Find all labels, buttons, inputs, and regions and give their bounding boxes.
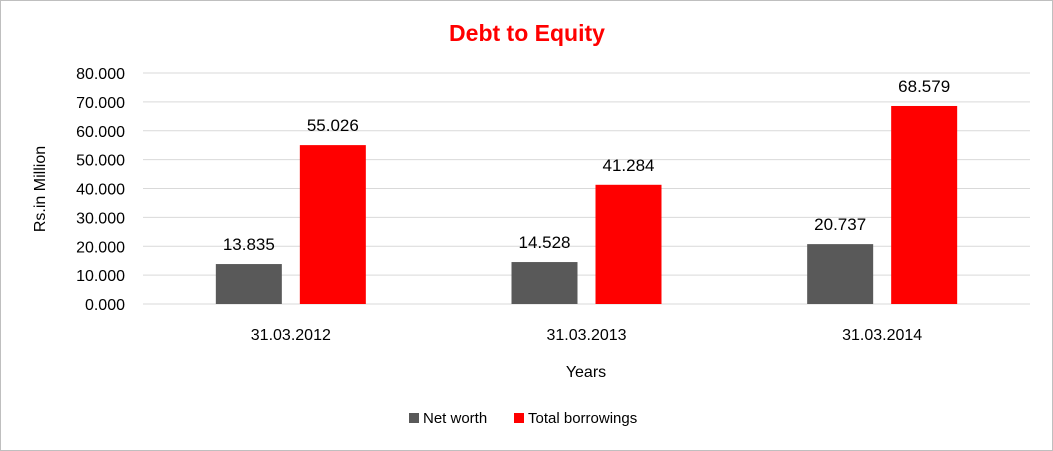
legend-swatch xyxy=(514,413,524,423)
y-tick-label: 50.000 xyxy=(76,153,125,170)
bar-total-borrowings xyxy=(299,145,366,304)
legend-label: Net worth xyxy=(423,410,487,427)
x-axis-ticks: 31.03.2012 31.03.2013 31.03.2014 xyxy=(251,327,923,344)
y-tick-label: 0.000 xyxy=(85,297,125,314)
bar-net-worth xyxy=(215,264,282,304)
y-axis-ticks: 0.000 10.000 20.000 30.000 40.000 50.000 60.00… xyxy=(76,66,125,314)
x-tick-label: 31.03.2014 xyxy=(842,327,922,344)
x-tick-label: 31.03.2012 xyxy=(251,327,331,344)
x-axis-title: Years xyxy=(566,364,606,381)
data-label: 14.528 xyxy=(519,233,571,252)
data-label: 13.835 xyxy=(223,235,275,254)
data-label: 41.284 xyxy=(603,156,655,175)
y-tick-label: 60.000 xyxy=(76,124,125,141)
data-label: 55.026 xyxy=(307,116,359,135)
y-tick-label: 20.000 xyxy=(76,239,125,256)
bar-total-borrowings xyxy=(891,105,958,304)
y-tick-label: 30.000 xyxy=(76,210,125,227)
bar-net-worth xyxy=(807,244,874,304)
y-axis-title: Rs.in Million xyxy=(32,146,49,232)
data-label: 20.737 xyxy=(814,215,866,234)
y-tick-label: 80.000 xyxy=(76,66,125,83)
y-tick-label: 40.000 xyxy=(76,182,125,199)
bar-total-borrowings xyxy=(595,184,662,304)
x-tick-label: 31.03.2013 xyxy=(546,327,626,344)
bar-net-worth xyxy=(511,262,578,304)
y-tick-label: 70.000 xyxy=(76,95,125,112)
bars xyxy=(215,105,958,304)
legend-swatch xyxy=(409,413,419,423)
legend-label: Total borrowings xyxy=(528,410,637,427)
legend: Net worth Total borrowings xyxy=(409,410,637,427)
y-tick-label: 10.000 xyxy=(76,268,125,285)
data-labels: 13.835 55.026 14.528 41.284 20.737 68.579 xyxy=(223,77,950,254)
chart-title: Debt to Equity xyxy=(449,20,605,46)
gridlines xyxy=(143,72,1030,305)
data-label: 68.579 xyxy=(898,77,950,96)
